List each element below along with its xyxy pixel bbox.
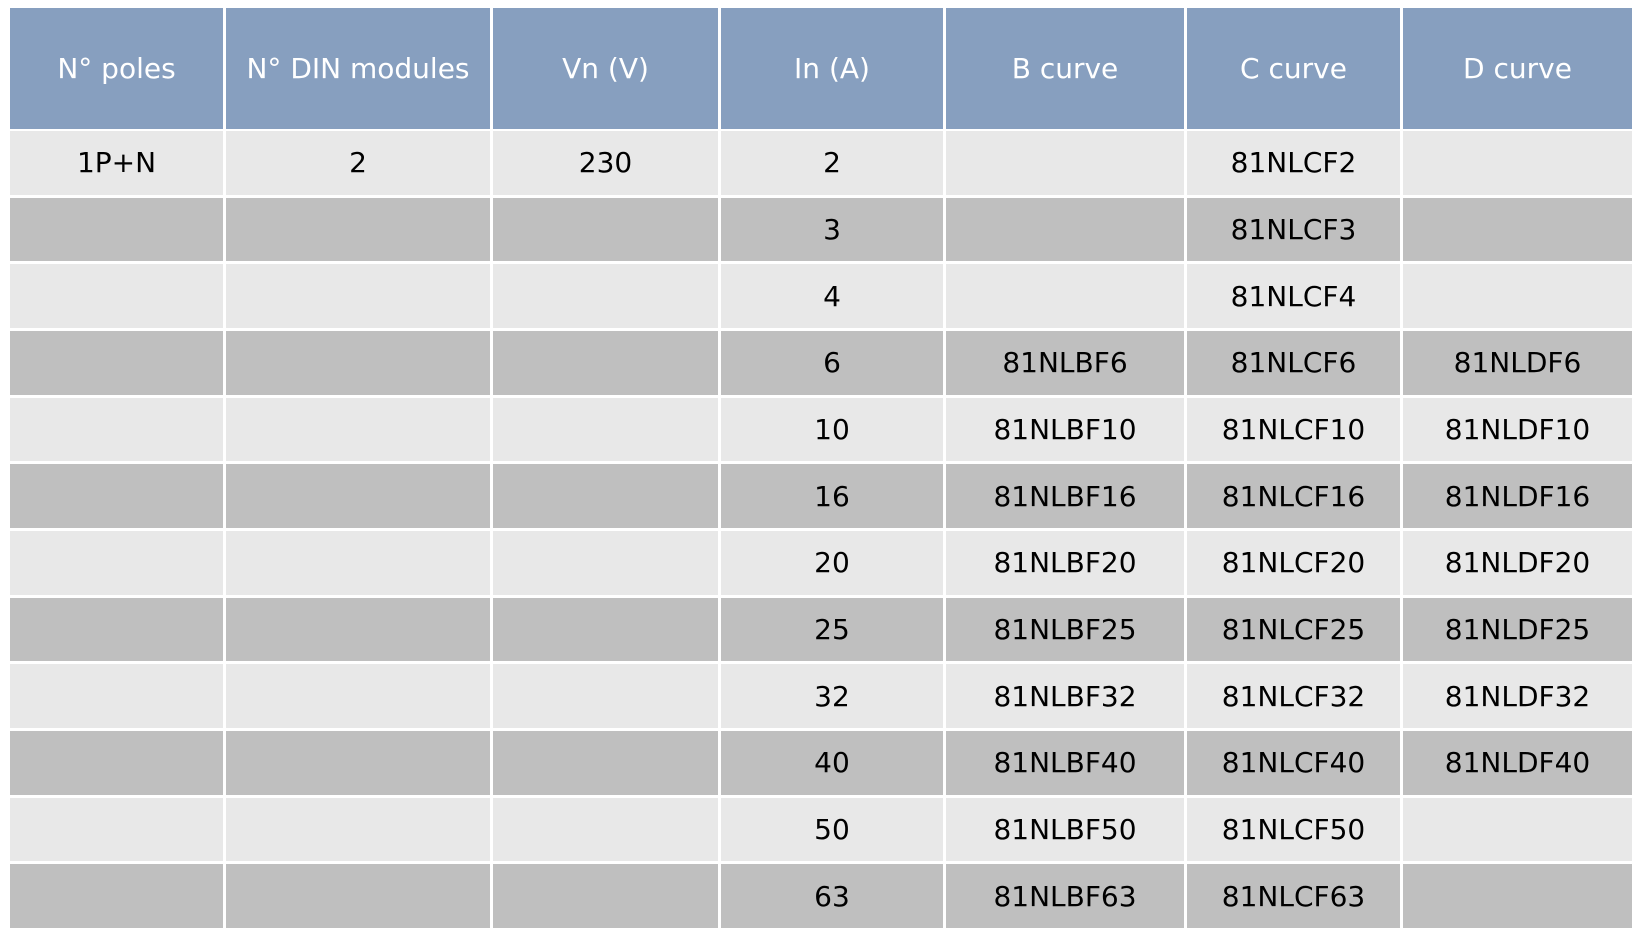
table-cell: 81NLCF4 <box>1187 264 1400 328</box>
table-cell: 81NLCF32 <box>1187 664 1400 728</box>
table-cell: 63 <box>721 864 943 928</box>
table-cell <box>946 264 1184 328</box>
table-cell: 3 <box>721 197 943 262</box>
table-cell <box>1403 197 1632 262</box>
table-cell <box>10 597 223 662</box>
table-cell <box>493 864 718 928</box>
table-cell <box>10 397 223 462</box>
table-cell <box>226 664 490 728</box>
table-cell <box>10 264 223 328</box>
table-cell: 81NLBF40 <box>946 731 1184 795</box>
table-cell <box>10 797 223 862</box>
table-cell: 81NLBF10 <box>946 397 1184 462</box>
table-cell <box>493 464 718 528</box>
table-cell <box>493 331 718 395</box>
table-cell <box>493 197 718 262</box>
table-cell: 81NLCF63 <box>1187 864 1400 928</box>
table-cell <box>226 797 490 862</box>
table-cell <box>226 597 490 662</box>
header-cell: In (A) <box>721 8 943 129</box>
table-cell: 10 <box>721 397 943 462</box>
table-cell: 25 <box>721 597 943 662</box>
table-cell: 40 <box>721 731 943 795</box>
table-cell <box>1403 131 1632 195</box>
table-cell <box>493 531 718 595</box>
table-cell: 6 <box>721 331 943 395</box>
table-cell: 81NLDF20 <box>1403 531 1632 595</box>
table-cell: 81NLDF10 <box>1403 397 1632 462</box>
header-cell: N° DIN modules <box>226 8 490 129</box>
table-cell: 81NLDF32 <box>1403 664 1632 728</box>
table-cell <box>493 597 718 662</box>
header-cell: N° poles <box>10 8 223 129</box>
table-cell <box>226 397 490 462</box>
table-cell <box>226 464 490 528</box>
table-cell: 81NLCF20 <box>1187 531 1400 595</box>
table-cell <box>10 731 223 795</box>
table-cell <box>493 397 718 462</box>
table-cell: 2 <box>226 131 490 195</box>
table-cell <box>226 864 490 928</box>
table-cell <box>493 731 718 795</box>
table-cell: 81NLBF50 <box>946 797 1184 862</box>
table-cell: 81NLBF25 <box>946 597 1184 662</box>
table-cell <box>10 864 223 928</box>
table-cell <box>226 731 490 795</box>
table-cell <box>10 197 223 262</box>
table-cell: 81NLCF3 <box>1187 197 1400 262</box>
table-cell: 1P+N <box>10 131 223 195</box>
table-cell <box>1403 864 1632 928</box>
table-cell: 81NLBF16 <box>946 464 1184 528</box>
table-cell: 81NLCF25 <box>1187 597 1400 662</box>
table-cell <box>10 464 223 528</box>
table-cell: 16 <box>721 464 943 528</box>
table-cell <box>10 331 223 395</box>
table-cell <box>1403 797 1632 862</box>
table-cell: 2 <box>721 131 943 195</box>
table-cell <box>946 131 1184 195</box>
table-cell: 81NLCF6 <box>1187 331 1400 395</box>
table-cell: 230 <box>493 131 718 195</box>
table-cell <box>946 197 1184 262</box>
table-cell: 81NLCF10 <box>1187 397 1400 462</box>
table-cell: 50 <box>721 797 943 862</box>
table-cell: 81NLCF40 <box>1187 731 1400 795</box>
table-cell: 81NLCF50 <box>1187 797 1400 862</box>
table-cell <box>493 797 718 862</box>
table-cell <box>226 531 490 595</box>
table-cell: 32 <box>721 664 943 728</box>
table-cell: 81NLBF6 <box>946 331 1184 395</box>
table-cell: 81NLDF6 <box>1403 331 1632 395</box>
table-cell: 81NLCF16 <box>1187 464 1400 528</box>
header-cell: Vn (V) <box>493 8 718 129</box>
table-cell: 81NLDF16 <box>1403 464 1632 528</box>
table-cell: 4 <box>721 264 943 328</box>
table-cell <box>226 197 490 262</box>
table-cell: 81NLDF25 <box>1403 597 1632 662</box>
table-cell <box>493 264 718 328</box>
table-cell <box>10 531 223 595</box>
header-cell: B curve <box>946 8 1184 129</box>
table-cell: 81NLDF40 <box>1403 731 1632 795</box>
header-cell: D curve <box>1403 8 1632 129</box>
table-cell <box>493 664 718 728</box>
table-cell: 81NLBF20 <box>946 531 1184 595</box>
table-cell: 81NLBF63 <box>946 864 1184 928</box>
table-cell: 81NLBF32 <box>946 664 1184 728</box>
table-cell <box>226 264 490 328</box>
table-cell: 20 <box>721 531 943 595</box>
table-cell <box>226 331 490 395</box>
header-cell: C curve <box>1187 8 1400 129</box>
table-cell <box>10 664 223 728</box>
table-cell: 81NLCF2 <box>1187 131 1400 195</box>
table-cell <box>1403 264 1632 328</box>
